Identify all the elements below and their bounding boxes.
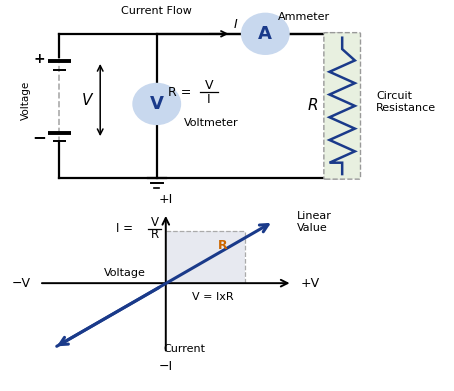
Text: V: V — [81, 93, 92, 108]
Text: V: V — [204, 79, 213, 92]
Text: I =: I = — [116, 222, 136, 235]
Text: Linear
Value: Linear Value — [297, 211, 332, 233]
Text: I: I — [207, 93, 211, 106]
FancyBboxPatch shape — [324, 32, 360, 179]
Text: +I: +I — [158, 193, 173, 206]
Text: +: + — [33, 52, 45, 66]
Text: V: V — [150, 95, 164, 113]
Text: R =: R = — [168, 86, 195, 99]
Text: Ammeter: Ammeter — [278, 13, 330, 22]
Text: R: R — [218, 239, 227, 252]
Text: +V: +V — [301, 277, 320, 290]
Text: Voltage: Voltage — [20, 81, 30, 120]
Text: R: R — [150, 228, 158, 241]
Text: V = IxR: V = IxR — [192, 292, 234, 302]
Text: −V: −V — [12, 277, 31, 290]
Text: −I: −I — [159, 360, 173, 373]
Text: Current: Current — [163, 344, 205, 353]
Bar — [166, 231, 245, 283]
Circle shape — [133, 84, 180, 124]
Circle shape — [242, 14, 289, 54]
Text: Voltmeter: Voltmeter — [184, 118, 238, 128]
Text: −: − — [32, 128, 46, 146]
Text: Current Flow: Current Flow — [121, 6, 192, 16]
Text: A: A — [258, 25, 272, 43]
Text: R: R — [307, 99, 318, 113]
Text: Circuit
Resistance: Circuit Resistance — [376, 91, 436, 113]
Text: V: V — [150, 216, 158, 229]
Text: I: I — [234, 18, 237, 30]
Text: Voltage: Voltage — [104, 269, 146, 278]
